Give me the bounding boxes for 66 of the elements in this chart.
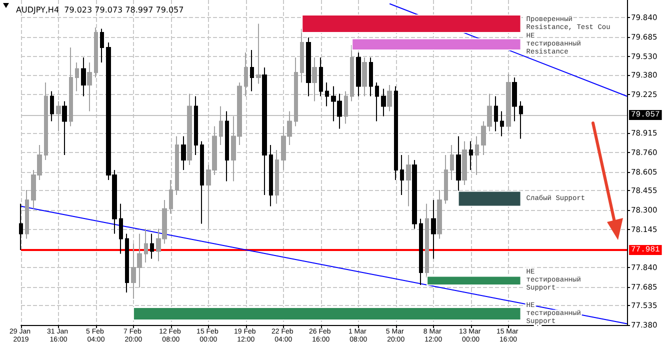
candlestick (462, 140, 467, 186)
candlestick (187, 93, 192, 166)
candlestick (150, 233, 154, 260)
candlestick (469, 140, 473, 170)
candlestick (175, 136, 179, 196)
candlestick (275, 150, 279, 204)
candlestick (94, 27, 98, 78)
candlestick (494, 96, 498, 132)
candlestick (250, 50, 254, 92)
candlestick (25, 190, 29, 240)
candlestick (356, 52, 361, 97)
candlestick (519, 100, 523, 140)
candlestick (294, 57, 298, 127)
candlestick (50, 90, 54, 122)
candlestick (81, 57, 86, 97)
candlestick (437, 190, 442, 240)
candlestick (500, 110, 504, 137)
candlestick (381, 88, 386, 117)
candlestick (369, 57, 373, 97)
candlestick (400, 154, 404, 196)
candlestick (387, 84, 392, 112)
candlestick (56, 100, 61, 132)
candlestick (506, 73, 511, 132)
candlestick (219, 106, 223, 146)
candlestick (87, 62, 92, 112)
candlestick (350, 44, 354, 102)
candlestick (375, 82, 379, 122)
candlestick (475, 136, 479, 176)
candlestick (69, 47, 73, 127)
ref-line-label: 79.057 (631, 110, 660, 120)
candlestick (225, 110, 229, 182)
candlestick (344, 90, 348, 124)
candlestick (306, 37, 311, 97)
candlestick (181, 136, 186, 170)
candlestick (450, 144, 454, 180)
candlestick (406, 154, 411, 207)
candlestick (312, 57, 317, 102)
candlestick (75, 62, 79, 92)
candlestick (325, 82, 329, 107)
candlestick (362, 57, 367, 97)
candlestick (200, 140, 204, 224)
candlestick (456, 136, 461, 192)
candlestick (169, 180, 173, 214)
candlestick (62, 100, 67, 156)
candlestick (512, 77, 517, 122)
candlestick (269, 144, 273, 207)
ref-line-label: 77.981 (631, 246, 660, 254)
candlestick (431, 200, 436, 260)
text: AUDJPY,H4 79.023 79.073 78.997 79.057 (16, 6, 184, 14)
candlestick (19, 203, 23, 250)
candlestick (119, 203, 123, 254)
candlestick (425, 203, 429, 278)
candlestick (125, 233, 129, 293)
candlestick (100, 28, 104, 63)
candlestick (144, 228, 148, 263)
candlestick (319, 57, 323, 97)
candlestick (412, 160, 417, 230)
candlestick (444, 154, 448, 204)
candlestick (194, 96, 198, 156)
candlestick (394, 86, 398, 180)
candlestick (419, 218, 423, 286)
candlestick (244, 52, 248, 97)
candlestick (300, 28, 304, 83)
candlestick (44, 82, 48, 160)
candlestick (262, 67, 267, 196)
candlestick (256, 23, 261, 84)
